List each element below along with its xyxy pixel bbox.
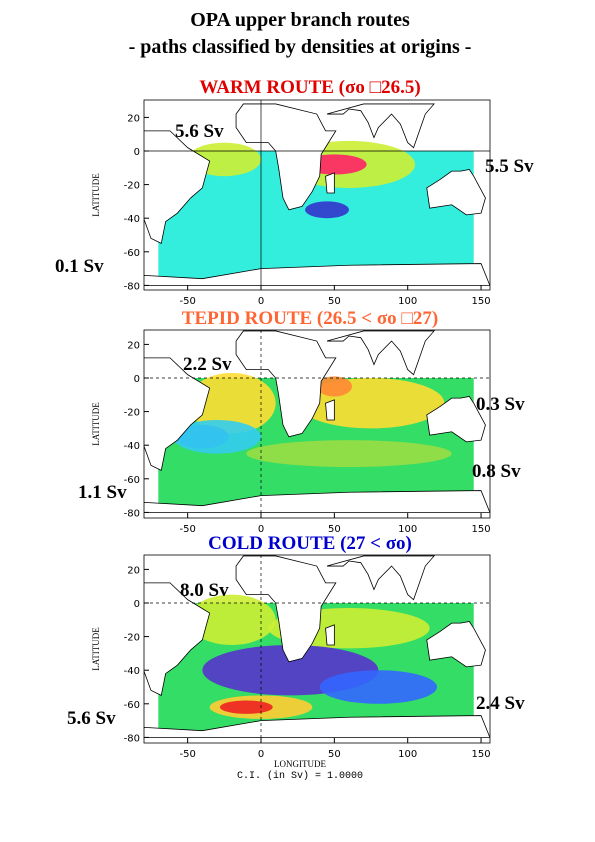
- transport-label: 2.4 Sv: [476, 693, 525, 714]
- y-tick-label: -60: [124, 700, 140, 711]
- y-axis-label: LATITUDE: [91, 173, 101, 217]
- transport-label: 8.0 Sv: [180, 580, 229, 601]
- transport-label: 5.6 Sv: [175, 121, 224, 142]
- land: [426, 169, 486, 216]
- land: [326, 330, 435, 376]
- transport-label: 0.3 Sv: [476, 394, 525, 415]
- x-tick-label: 0: [258, 749, 264, 760]
- land: [144, 263, 490, 286]
- transport-label: 0.1 Sv: [55, 256, 104, 277]
- land: [235, 330, 337, 438]
- y-tick-label: -20: [124, 633, 140, 644]
- panel-title: TEPID ROUTE (26.5 < σo □27): [182, 308, 438, 329]
- flow-blob: [319, 670, 438, 704]
- flow-blob: [316, 376, 352, 397]
- y-tick-label: -60: [124, 248, 140, 259]
- transport-label: 5.5 Sv: [485, 156, 534, 177]
- flow-blob: [187, 594, 276, 645]
- land: [144, 130, 211, 244]
- transport-label: 0.8 Sv: [472, 461, 521, 482]
- land: [426, 396, 486, 443]
- land: [144, 357, 211, 471]
- flow-blob: [305, 201, 350, 219]
- land: [325, 399, 335, 421]
- footnote: C.I. (in Sv) = 1.0000: [237, 770, 363, 782]
- x-tick-label: 50: [328, 524, 341, 535]
- frame: [143, 554, 491, 744]
- y-axis-label: LATITUDE: [91, 402, 101, 446]
- transport-label: 5.6 Sv: [67, 708, 116, 729]
- x-tick-label: 0: [258, 524, 264, 535]
- y-axis-label: LATITUDE: [91, 627, 101, 671]
- x-tick-label: 100: [398, 296, 417, 307]
- title-line: - paths classified by densities at origi…: [129, 36, 472, 58]
- x-tick-label: 50: [328, 749, 341, 760]
- y-tick-label: -80: [124, 733, 140, 744]
- y-tick-label: 20: [127, 565, 140, 576]
- map: [144, 555, 490, 738]
- x-tick-label: 100: [398, 749, 417, 760]
- transport-label: 2.2 Sv: [183, 354, 232, 375]
- transport-label: 1.1 Sv: [78, 482, 127, 503]
- land: [325, 624, 335, 646]
- x-tick-label: 100: [398, 524, 417, 535]
- y-tick-label: -80: [124, 508, 140, 519]
- y-tick-label: 0: [134, 147, 140, 158]
- panel-title: WARM ROUTE (σo □26.5): [199, 77, 420, 98]
- land: [144, 582, 211, 696]
- y-tick-label: 20: [127, 340, 140, 351]
- land: [326, 555, 435, 601]
- flow-blob: [219, 700, 273, 714]
- land: [235, 555, 337, 663]
- panel-title: COLD ROUTE (27 < σo): [208, 533, 412, 554]
- flow-blob: [246, 440, 452, 468]
- frame: [143, 329, 491, 519]
- land: [326, 103, 435, 149]
- y-tick-label: 0: [134, 599, 140, 610]
- land: [325, 172, 335, 194]
- land: [426, 621, 486, 668]
- land: [144, 490, 490, 513]
- x-tick-label: 50: [328, 296, 341, 307]
- x-tick-label: 0: [258, 296, 264, 307]
- land: [144, 715, 490, 738]
- frame: [143, 99, 491, 291]
- y-tick-label: -40: [124, 214, 140, 225]
- map: [144, 330, 490, 513]
- y-tick-label: 20: [127, 113, 140, 124]
- y-tick-label: -20: [124, 181, 140, 192]
- title-line: OPA upper branch routes: [190, 9, 410, 31]
- x-tick-label: 150: [472, 296, 491, 307]
- y-tick-label: -20: [124, 408, 140, 419]
- x-axis-label: LONGITUDE: [274, 759, 326, 769]
- x-tick-label: 150: [472, 524, 491, 535]
- y-tick-label: -80: [124, 281, 140, 292]
- y-tick-label: 0: [134, 374, 140, 385]
- y-tick-label: -40: [124, 666, 140, 677]
- x-tick-label: -50: [179, 296, 195, 307]
- x-tick-label: -50: [179, 749, 195, 760]
- y-tick-label: -40: [124, 441, 140, 452]
- y-tick-label: -60: [124, 475, 140, 486]
- x-tick-label: -50: [179, 524, 195, 535]
- x-tick-label: 150: [472, 749, 491, 760]
- flow-blob: [172, 420, 261, 454]
- map: [144, 103, 490, 286]
